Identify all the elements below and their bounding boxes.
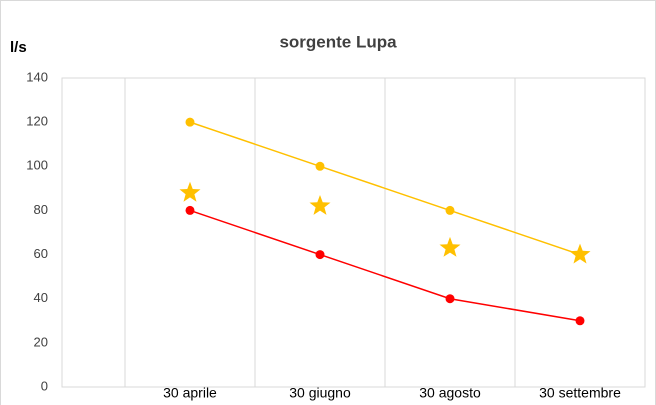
y-tick-label: 120 [26,114,48,129]
x-tick-label: 30 agosto [419,385,481,401]
y-tick-label: 100 [26,158,48,173]
y-axis-label: l/s [10,39,27,56]
point-marker [185,117,195,127]
point-marker [445,205,455,215]
point-marker [575,316,585,326]
y-tick-label: 0 [41,378,48,393]
y-tick-label: 40 [34,290,48,305]
y-tick-label: 80 [34,202,48,217]
chart-title: sorgente Lupa [279,32,397,51]
point-marker [315,161,325,171]
star-marker [569,243,591,264]
star-marker [309,195,331,215]
point-marker [315,250,325,260]
y-tick-label: 60 [34,246,48,261]
point-marker [185,205,195,215]
series-line [189,121,581,256]
x-tick-label: 30 giugno [289,385,351,401]
star-marker [439,236,461,257]
series-line [189,209,581,322]
y-tick-label: 140 [26,69,48,84]
star-marker [179,181,201,202]
x-tick-label: 30 aprile [163,385,217,401]
y-tick-label: 20 [34,334,48,349]
point-marker [445,294,455,304]
x-tick-label: 30 settembre [539,385,621,401]
